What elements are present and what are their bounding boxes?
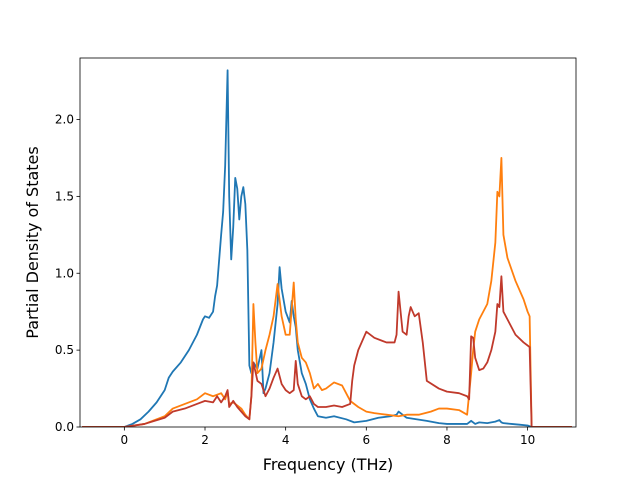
x-axis-label: Frequency (THz) bbox=[263, 455, 393, 474]
axes-frame bbox=[79, 57, 577, 428]
series-line-1 bbox=[82, 69, 572, 427]
x-tick-label: 0 bbox=[121, 433, 129, 447]
series-layer bbox=[82, 69, 572, 427]
y-tick-label: 1.5 bbox=[55, 189, 74, 203]
y-tick-label: 1.0 bbox=[55, 266, 74, 280]
y-tick-label: 0.5 bbox=[55, 343, 74, 357]
x-tick-label: 4 bbox=[282, 433, 290, 447]
x-axis: 0 2 4 6 8 10 bbox=[121, 427, 535, 447]
x-tick-label: 8 bbox=[443, 433, 451, 447]
x-tick-label: 10 bbox=[520, 433, 535, 447]
y-tick-label: 0.0 bbox=[55, 420, 74, 434]
y-axis-label: Partial Density of States bbox=[23, 146, 42, 338]
x-tick-label: 2 bbox=[201, 433, 209, 447]
series-line-3 bbox=[82, 275, 572, 427]
x-tick-label: 6 bbox=[362, 433, 370, 447]
y-tick-label: 2.0 bbox=[55, 113, 74, 127]
y-axis: 0.0 0.5 1.0 1.5 2.0 bbox=[55, 113, 80, 434]
